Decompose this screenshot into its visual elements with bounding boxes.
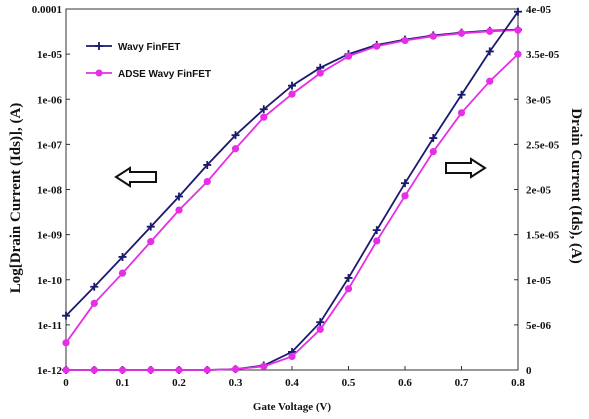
x-tick-label: 0.2 xyxy=(172,377,186,389)
data-point xyxy=(203,366,211,374)
data-point xyxy=(514,7,522,16)
y-left-tick-label: 1e-12 xyxy=(37,365,63,377)
data-point xyxy=(288,352,296,361)
left-arrow-annotation xyxy=(114,166,157,188)
x-tick-label: 0.1 xyxy=(116,377,130,389)
x-tick-label: 0.5 xyxy=(342,377,356,389)
data-point xyxy=(429,134,438,143)
data-point xyxy=(429,147,437,156)
series-3-right xyxy=(62,50,522,374)
data-point xyxy=(260,362,268,370)
y-left-axis-title: Log[Drain Current (Ids)], (A) xyxy=(8,103,24,294)
y-left-tick-label: 1e-08 xyxy=(37,185,63,197)
data-point xyxy=(231,131,240,140)
data-point xyxy=(175,206,183,214)
data-point xyxy=(372,226,381,235)
y-right-tick-labels: 0 5e-06 1e-05 1.5e-05 2e-05 2.5e-05 3e-05 3.5e-… xyxy=(526,4,560,377)
data-point xyxy=(316,325,324,333)
data-point xyxy=(62,366,70,374)
y-right-tick-label: 0 xyxy=(526,365,532,377)
data-point xyxy=(486,77,494,85)
data-point xyxy=(457,29,466,37)
data-point xyxy=(401,192,409,200)
y-right-tick-label: 2.5e-05 xyxy=(526,139,560,151)
y-left-tick-label: 1e-11 xyxy=(38,320,62,332)
data-point xyxy=(62,311,70,320)
data-point xyxy=(344,285,353,293)
data-point xyxy=(147,238,155,246)
y-left-tick-label: 1e-06 xyxy=(37,94,63,106)
data-point xyxy=(203,177,211,186)
x-tick-label: 0 xyxy=(63,377,69,389)
y-right-tick-label: 1.5e-05 xyxy=(526,230,560,242)
x-axis-title: Gate Voltage (V) xyxy=(253,401,332,413)
data-point xyxy=(514,50,522,58)
data-point xyxy=(90,366,98,374)
data-point xyxy=(175,366,183,374)
legend-label-adse: ADSE Wavy FinFET xyxy=(118,69,211,80)
data-point xyxy=(90,282,99,291)
data-point xyxy=(259,105,268,114)
plot-area xyxy=(65,8,519,371)
data-point xyxy=(485,47,494,56)
data-point xyxy=(118,252,127,261)
data-point xyxy=(146,222,155,231)
right-arrow-annotation xyxy=(445,157,487,179)
y-right-tick-label: 1e-05 xyxy=(526,275,552,287)
right-arrow-icon xyxy=(445,157,487,179)
data-point xyxy=(514,26,522,34)
y-right-tick-label: 2e-05 xyxy=(526,185,552,197)
left-arrow-icon xyxy=(114,166,157,188)
data-point xyxy=(373,42,381,50)
legend: Wavy FinFET ADSE Wavy FinFET xyxy=(86,42,211,80)
y-left-tick-label: 0.0001 xyxy=(32,4,62,16)
data-point xyxy=(457,109,466,117)
data-point xyxy=(316,69,324,77)
data-point xyxy=(175,192,183,201)
data-point xyxy=(118,269,127,277)
data-point xyxy=(429,32,437,40)
x-tick-label: 0.7 xyxy=(455,377,469,389)
y-right-axis-title: Drain Current (Ids), (A) xyxy=(568,108,584,264)
y-left-tick-labels: 1e-12 1e-11 1e-10 1e-09 1e-08 1e-07 1e-06 1e-05… xyxy=(32,4,63,377)
y-right-tick-label: 3.5e-05 xyxy=(526,49,560,61)
data-point xyxy=(486,27,494,35)
y-left-tick-label: 1e-07 xyxy=(37,139,63,151)
data-point xyxy=(401,36,409,45)
axis-ticks xyxy=(65,8,519,371)
data-point xyxy=(118,366,127,374)
data-point xyxy=(231,365,240,373)
x-tick-label: 0.8 xyxy=(511,377,525,389)
legend-marker-wavy xyxy=(95,42,103,50)
series-1-left xyxy=(62,26,522,347)
y-right-tick-label: 4e-05 xyxy=(526,4,552,16)
y-left-tick-label: 1e-10 xyxy=(37,275,63,287)
x-tick-labels: 0 0.1 0.2 0.3 0.4 0.5 0.6 0.7 0.8 xyxy=(63,377,525,389)
x-tick-label: 0.4 xyxy=(285,377,299,389)
data-point xyxy=(344,52,353,60)
data-point xyxy=(147,366,155,374)
x-tick-label: 0.6 xyxy=(398,377,412,389)
y-left-tick-label: 1e-09 xyxy=(37,230,63,242)
x-tick-label: 0.3 xyxy=(229,377,243,389)
data-point xyxy=(260,113,268,121)
data-point xyxy=(231,145,240,153)
legend-marker-adse xyxy=(95,69,103,77)
y-right-tick-label: 5e-06 xyxy=(526,320,552,332)
data-point xyxy=(344,273,353,282)
y-right-tick-label: 3e-05 xyxy=(526,94,552,106)
series-layer xyxy=(62,7,522,374)
data-point xyxy=(90,299,98,307)
legend-label-wavy: Wavy FinFET xyxy=(118,42,180,53)
data-point xyxy=(457,90,466,99)
y-left-tick-label: 1e-05 xyxy=(37,49,63,61)
data-point xyxy=(373,237,381,245)
data-point xyxy=(288,90,296,98)
data-point xyxy=(288,81,296,90)
data-point xyxy=(62,339,70,347)
data-point xyxy=(203,160,212,169)
data-point xyxy=(316,318,325,327)
data-point xyxy=(401,179,409,188)
